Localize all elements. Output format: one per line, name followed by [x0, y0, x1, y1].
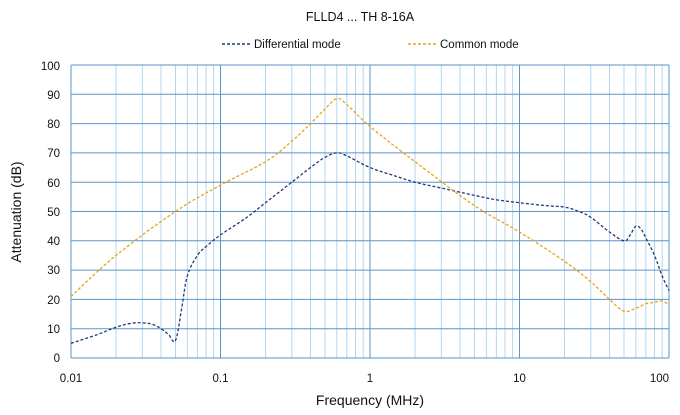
- legend-label-common: Common mode: [440, 39, 519, 51]
- y-tick-labels: 0 10 20 30 40 50 60 70 80 90 100: [41, 61, 60, 365]
- y-axis-title: Attenuation (dB): [8, 161, 24, 262]
- x-tick-label: 100: [650, 373, 669, 385]
- legend-label-differential: Differential mode: [254, 39, 341, 51]
- y-tick-label: 90: [47, 90, 60, 102]
- y-tick-label: 100: [41, 61, 60, 73]
- y-tick-label: 40: [47, 236, 60, 248]
- legend: Differential mode Common mode: [222, 39, 519, 51]
- x-axis-title: Frequency (MHz): [316, 392, 424, 408]
- y-tick-label: 30: [47, 265, 60, 277]
- x-tick-label: 10: [513, 373, 526, 385]
- y-tick-label: 70: [47, 148, 60, 160]
- y-tick-label: 80: [47, 119, 60, 131]
- chart-title: FLLD4 ... TH 8-16A: [306, 10, 415, 24]
- y-tick-label: 0: [54, 353, 60, 365]
- y-tick-label: 60: [47, 178, 60, 190]
- grid-major: [70, 64, 670, 359]
- x-tick-label: 1: [367, 373, 373, 385]
- y-tick-label: 20: [47, 295, 60, 307]
- x-tick-label: 0.1: [213, 373, 229, 385]
- y-tick-label: 10: [47, 324, 60, 336]
- x-tick-label: 0.01: [60, 373, 82, 385]
- series-line-differential: [70, 152, 670, 344]
- series-line-common: [70, 97, 670, 313]
- x-tick-labels: 0.01 0.1 1 10 100: [60, 373, 669, 385]
- y-tick-label: 50: [47, 207, 60, 219]
